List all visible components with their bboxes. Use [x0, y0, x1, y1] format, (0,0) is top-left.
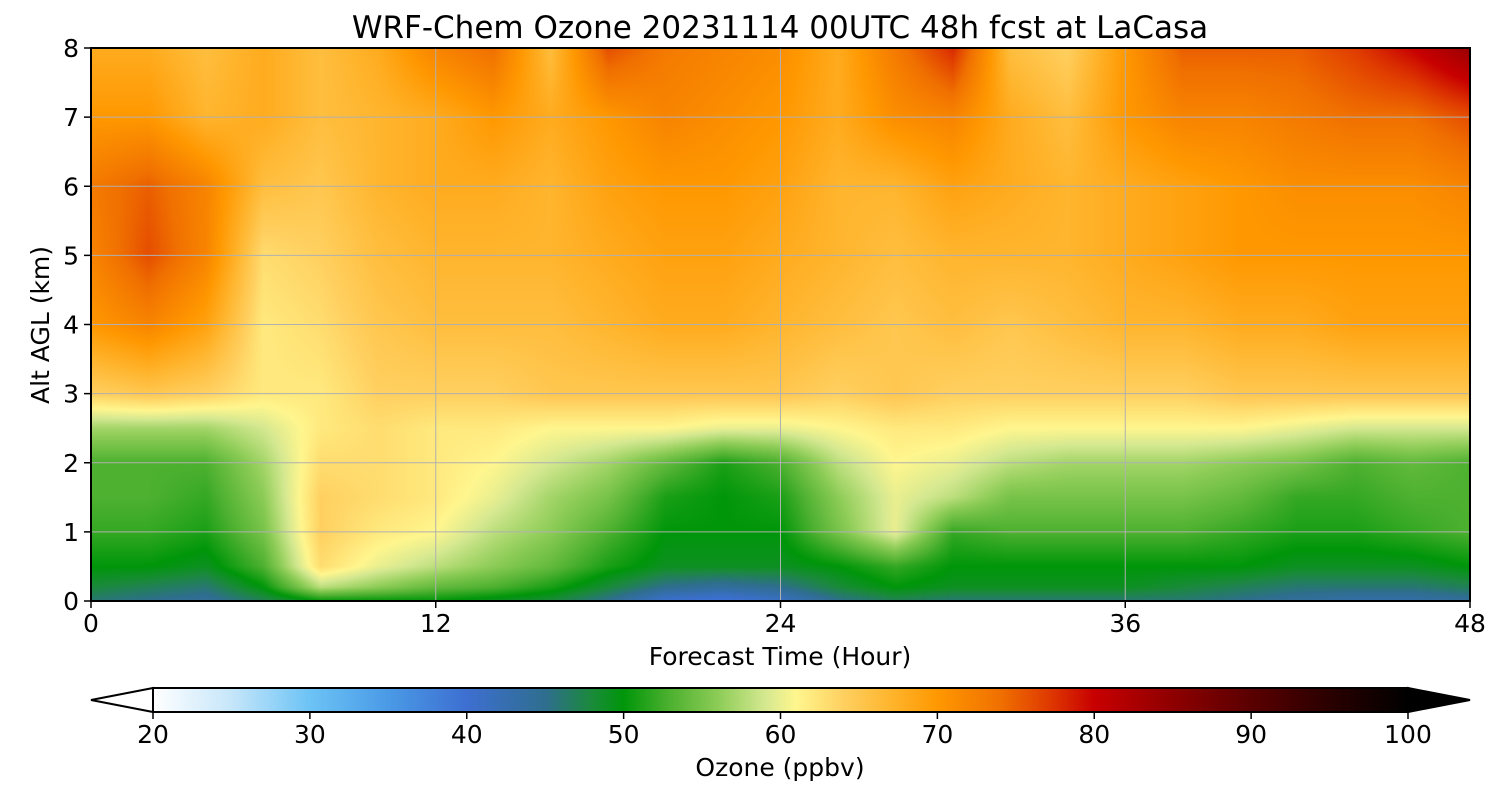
x-tick-label: 12 [420, 609, 452, 638]
y-tick-label: 0 [63, 587, 79, 616]
x-axis-label: Forecast Time (Hour) [649, 642, 912, 671]
x-tick-label: 24 [765, 609, 797, 638]
colorbar-low-extend [90, 686, 154, 714]
x-axis: 0 12 24 36 48 [83, 601, 1486, 638]
x-tick-label: 48 [1454, 609, 1486, 638]
y-tick-label: 2 [63, 449, 79, 478]
y-tick-label: 3 [63, 380, 79, 409]
colorbar-tick-label: 50 [608, 720, 640, 749]
y-tick-label: 7 [63, 103, 79, 132]
y-tick-label: 8 [63, 34, 79, 63]
plot-area [90, 47, 1471, 602]
x-tick-label: 0 [83, 609, 99, 638]
colorbar-tick-label: 60 [765, 720, 797, 749]
colorbar-bar [152, 687, 1409, 713]
colorbar-tick-label: 100 [1384, 720, 1432, 749]
colorbar-tick-label: 90 [1235, 720, 1267, 749]
colorbar-tick-label: 70 [921, 720, 953, 749]
x-tick-label: 36 [1109, 609, 1141, 638]
colorbar-label: Ozone (ppbv) [695, 753, 864, 782]
y-tick-label: 1 [63, 518, 79, 547]
y-tick-label: 4 [63, 311, 79, 340]
colorbar-tick-label: 30 [294, 720, 326, 749]
colorbar: 20 30 40 50 60 70 80 90 100 Ozone (ppbv) [90, 686, 1471, 782]
y-axis: 0 1 2 3 4 5 6 7 8 [63, 34, 91, 616]
colorbar-tick-label: 80 [1078, 720, 1110, 749]
colorbar-ticks: 20 30 40 50 60 70 80 90 100 [137, 712, 1432, 749]
y-axis-label: Alt AGL (km) [26, 246, 55, 404]
colorbar-high-extend [1407, 686, 1471, 714]
colorbar-tick-label: 40 [451, 720, 483, 749]
chart-title: WRF-Chem Ozone 20231114 00UTC 48h fcst a… [352, 10, 1208, 46]
y-tick-label: 5 [63, 241, 79, 270]
y-tick-label: 6 [63, 172, 79, 201]
colorbar-tick-label: 20 [137, 720, 169, 749]
grid-lines [91, 48, 1470, 601]
